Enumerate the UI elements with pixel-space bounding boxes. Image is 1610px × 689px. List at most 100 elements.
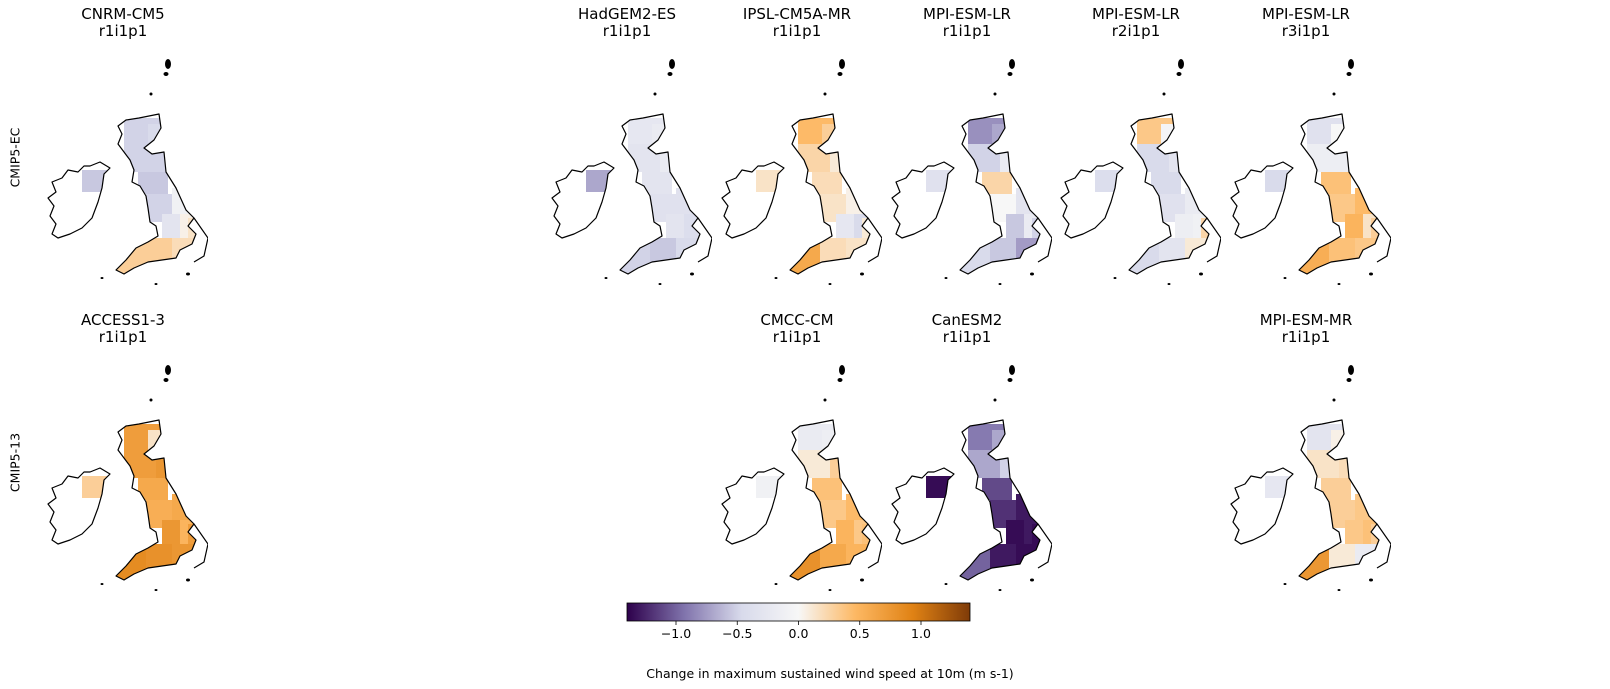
ireland-coastline — [721, 467, 785, 545]
island — [837, 378, 843, 382]
panel-model-name: ACCESS1-3 — [81, 311, 165, 329]
great-britain-coastline — [959, 419, 1041, 581]
continental-coastline — [867, 217, 882, 263]
uk-map — [891, 59, 1052, 285]
island — [149, 92, 153, 96]
grid-cell — [812, 172, 842, 194]
grid-cell — [982, 478, 1012, 500]
island — [100, 583, 104, 585]
panel-run-name: r1i1p1 — [1281, 328, 1331, 346]
island — [1346, 378, 1352, 382]
continental-coastline — [1037, 217, 1052, 263]
colorbar-tick-label: 0.0 — [789, 626, 809, 641]
colorbar-tick-label: −0.5 — [722, 626, 752, 641]
panel-title: MPI-ESM-LR r2i1p1 — [1051, 6, 1221, 40]
panel-run-name: r3i1p1 — [1281, 22, 1331, 40]
island — [1346, 72, 1352, 76]
uk-map — [721, 59, 882, 285]
uk-map — [1060, 59, 1221, 285]
great-britain-coastline — [789, 113, 871, 275]
island — [1009, 59, 1015, 69]
great-britain-coastline — [789, 419, 871, 581]
colorbar-gradient — [626, 602, 971, 622]
great-britain-coastline — [1298, 113, 1380, 275]
grid-cell — [926, 476, 952, 498]
grid-cell — [82, 170, 108, 192]
island — [993, 92, 997, 96]
island — [860, 272, 864, 276]
panel-run-name: r1i1p1 — [942, 328, 992, 346]
panel-model-name: CanESM2 — [931, 311, 1003, 329]
uk-map — [891, 365, 1052, 591]
ireland-coastline — [1230, 467, 1294, 545]
uk-map — [551, 59, 712, 285]
island — [1369, 272, 1373, 276]
continental-coastline — [193, 217, 208, 263]
panel-title: CanESM2 r1i1p1 — [882, 312, 1052, 346]
island — [154, 589, 158, 591]
island — [669, 59, 675, 69]
continental-coastline — [697, 217, 712, 263]
continental-coastline — [1206, 217, 1221, 263]
colorbar-tick-label: 0.5 — [850, 626, 870, 641]
panel-model-name: MPI-ESM-MR — [1259, 311, 1353, 329]
island — [653, 92, 657, 96]
colorbar-tick-label: 1.0 — [911, 626, 931, 641]
island — [165, 59, 171, 69]
island — [1199, 272, 1203, 276]
island — [1348, 365, 1354, 375]
colorbar-label: Change in maximum sustained wind speed a… — [646, 666, 1014, 681]
colorbar-tick-label: −1.0 — [661, 626, 691, 641]
grid-cell — [138, 172, 168, 194]
uk-map — [721, 365, 882, 591]
island — [1009, 365, 1015, 375]
great-britain-coastline — [1128, 113, 1210, 275]
ireland-coastline — [891, 467, 955, 545]
island — [186, 272, 190, 276]
island — [1007, 378, 1013, 382]
panel-title: CMCC-CM r1i1p1 — [712, 312, 882, 346]
island — [1369, 578, 1373, 582]
panel-title: MPI-ESM-MR r1i1p1 — [1221, 312, 1391, 346]
island — [944, 277, 948, 279]
panel-run-name: r1i1p1 — [602, 22, 652, 40]
continental-coastline — [1376, 523, 1391, 569]
island — [163, 72, 169, 76]
panel-model-name: CNRM-CM5 — [81, 5, 165, 23]
uk-map — [1230, 59, 1391, 285]
ireland-coastline — [1060, 161, 1124, 239]
island — [944, 583, 948, 585]
island — [1283, 583, 1287, 585]
island — [1113, 277, 1117, 279]
island — [837, 72, 843, 76]
island — [1348, 59, 1354, 69]
grid-cell — [926, 170, 952, 192]
great-britain-coastline — [619, 113, 701, 275]
ireland-coastline — [47, 161, 111, 239]
island — [1337, 589, 1341, 591]
ireland-coastline — [1230, 161, 1294, 239]
grid-cell — [1321, 478, 1351, 500]
island — [828, 589, 832, 591]
island — [774, 277, 778, 279]
panel-model-name: CMCC-CM — [760, 311, 834, 329]
panel-model-name: IPSL-CM5A-MR — [742, 5, 852, 23]
island — [860, 578, 864, 582]
grid-cell — [1265, 170, 1291, 192]
panel-run-name: r1i1p1 — [942, 22, 992, 40]
island — [165, 365, 171, 375]
island — [604, 277, 608, 279]
island — [1162, 92, 1166, 96]
great-britain-coastline — [115, 419, 197, 581]
island — [823, 398, 827, 402]
island — [1030, 272, 1034, 276]
island — [998, 589, 1002, 591]
island — [154, 283, 158, 285]
island — [839, 59, 845, 69]
island — [658, 283, 662, 285]
grid-cell — [756, 476, 782, 498]
great-britain-coastline — [115, 113, 197, 275]
grid-cell — [1265, 476, 1291, 498]
continental-coastline — [867, 523, 882, 569]
island — [1332, 398, 1336, 402]
